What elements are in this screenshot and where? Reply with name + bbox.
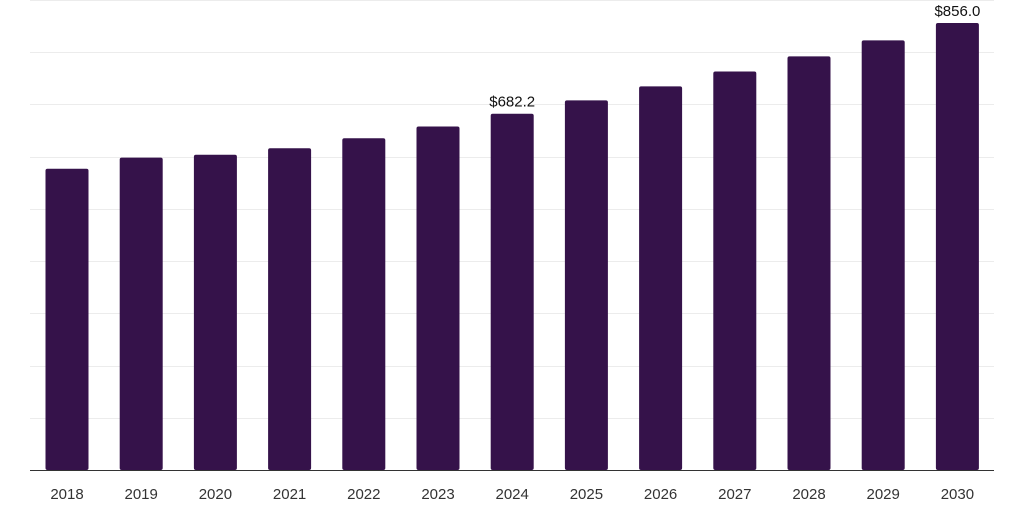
x-tick-label: 2030 — [941, 486, 974, 503]
x-tick-label: 2022 — [347, 486, 380, 503]
x-tick-label: 2025 — [570, 486, 603, 503]
x-tick-label: 2020 — [199, 486, 232, 503]
x-tick-label: 2021 — [273, 486, 306, 503]
bar-2027[interactable] — [713, 71, 757, 471]
x-tick-label: 2019 — [125, 486, 158, 503]
data-label-2030: $856.0 — [934, 3, 980, 20]
data-label-2024: $682.2 — [489, 94, 535, 111]
x-tick-label: 2027 — [718, 486, 751, 503]
x-tick-label: 2029 — [867, 486, 900, 503]
bar-2019[interactable] — [119, 157, 163, 470]
x-tick-label: 2026 — [644, 486, 677, 503]
bar-2030[interactable] — [935, 23, 979, 470]
bars — [45, 23, 979, 471]
data-labels: $682.2 $856.0 — [489, 3, 980, 111]
x-tick-label: 2023 — [421, 486, 454, 503]
bar-2025[interactable] — [564, 100, 608, 471]
x-tick-label: 2028 — [792, 486, 825, 503]
bar-2020[interactable] — [193, 154, 237, 470]
x-tick-label: 2024 — [496, 486, 529, 503]
bar-2024[interactable] — [490, 113, 534, 470]
bar-2028[interactable] — [787, 56, 831, 471]
bar-2018[interactable] — [45, 168, 89, 470]
bar-2026[interactable] — [639, 86, 683, 471]
bar-2023[interactable] — [416, 126, 460, 471]
bar-2029[interactable] — [861, 40, 905, 471]
bar-2021[interactable] — [268, 148, 312, 471]
x-tick-label: 2018 — [50, 486, 83, 503]
x-axis-ticks: 2018 2019 2020 2021 2022 2023 2024 2025 2026 2027… — [50, 486, 974, 503]
bar-2022[interactable] — [342, 138, 386, 471]
